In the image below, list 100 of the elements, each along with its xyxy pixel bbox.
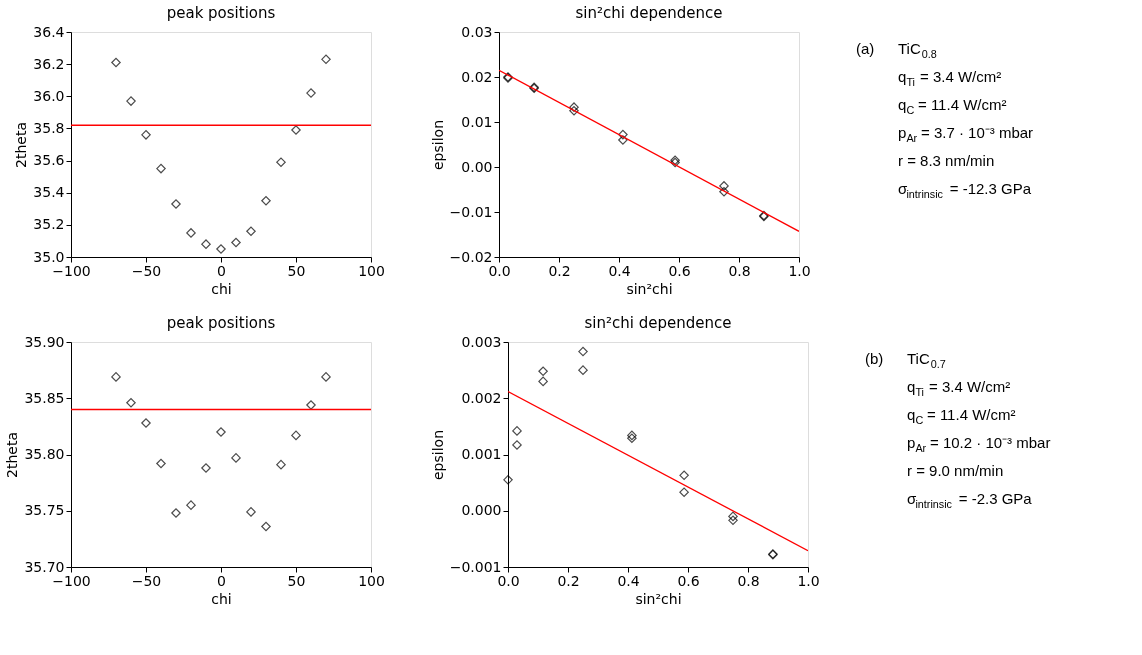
point [201,239,211,249]
x-tick-label: 0.4 [617,572,640,589]
chart-title: sin²chi dependence [584,314,732,332]
point [679,487,689,497]
y-tick-label: 35.6 [33,152,65,169]
point [512,440,522,450]
point [201,463,211,473]
y-tick-label: 36.0 [33,87,65,104]
y-tick-label: 0.01 [461,113,493,130]
y-tick-label: 0.000 [461,502,502,519]
point [141,418,151,428]
x-axis-title: sin²chi [626,280,673,297]
point [156,163,166,174]
y-tick-label: 36.2 [33,55,65,72]
y-tick-label: 35.75 [24,502,65,519]
x-axis-title: chi [211,590,232,607]
point [126,397,136,408]
point [186,500,196,510]
point [512,426,522,436]
point [186,228,196,238]
y-axis-title: epsilon [429,119,446,171]
y-tick-label: 0.003 [461,333,502,350]
x-tick-label: −50 [131,572,162,589]
x-tick-label: −100 [52,262,91,279]
y-tick-label: 0.001 [461,446,502,462]
x-tick-label: 1.0 [797,572,820,589]
point [538,366,548,377]
point [538,376,548,387]
x-tick-label: 100 [358,262,385,279]
x-axis-title: sin²chi [635,590,682,607]
point [321,54,331,65]
x-tick-label: 100 [358,572,385,589]
x-axis-title: chi [211,280,232,297]
point [246,507,256,517]
chart-title: sin²chi dependence [575,4,723,22]
point [291,430,301,441]
x-tick-label: 0.2 [548,262,571,279]
point [171,199,181,209]
point [216,244,226,254]
point [679,470,689,481]
point [569,102,579,112]
y-tick-label: −0.02 [449,248,493,265]
x-tick-label: 0.6 [677,572,700,589]
x-tick-label: −100 [52,572,91,589]
y-tick-label: −0.01 [449,203,493,220]
y-tick-label: 0.002 [461,389,502,406]
point [261,521,271,532]
point [231,237,241,248]
x-tick-label: 0.8 [737,572,760,589]
text: (a) [856,40,875,57]
point [569,105,579,116]
y-tick-label: −0.001 [449,558,502,575]
y-axis-title: 2theta [4,432,21,478]
y-tick-label: 35.2 [33,216,65,233]
x-tick-label: 0.0 [497,572,520,589]
point [728,511,738,522]
chart-title: peak positions [166,314,276,332]
text: r = 9.0 nm/min [907,462,1004,479]
point [216,427,226,437]
x-tick-label: 0.6 [668,262,691,279]
x-tick-label: 0.8 [728,262,751,279]
point [276,459,286,470]
x-tick-label: 0.0 [488,262,511,279]
y-tick-label: 0.03 [461,23,493,40]
point [231,453,241,463]
y-tick-label: 0.00 [461,158,493,175]
point [246,226,256,237]
point [306,88,316,98]
chart-title: peak positions [166,4,276,22]
y-tick-label: 35.8 [33,119,65,136]
y-tick-label: 35.4 [33,184,65,201]
x-tick-label: 0.2 [557,572,580,589]
x-tick-label: 50 [287,572,306,589]
x-tick-label: 0.4 [608,262,631,279]
point [306,400,316,410]
y-tick-label: 35.0 [33,248,65,265]
point [578,346,588,357]
y-axis-title: 2theta [13,122,30,168]
point [321,372,331,382]
x-tick-label: −50 [131,262,162,279]
x-tick-label: 0 [217,572,226,589]
point [141,130,151,140]
y-tick-label: 35.70 [24,558,65,575]
point [618,129,628,140]
point [503,475,513,485]
y-tick-label: 35.85 [24,389,65,406]
point [578,365,588,375]
y-tick-label: 0.02 [461,68,493,85]
y-axis-title: epsilon [429,429,446,481]
point [276,157,286,167]
point [719,181,729,191]
point [728,515,738,526]
point [171,508,181,518]
x-tick-label: 50 [287,262,306,279]
point [156,458,166,469]
text: (b) [865,350,884,367]
y-tick-label: 35.80 [24,446,65,462]
y-tick-label: 36.4 [33,23,65,40]
point [261,195,271,206]
text: r = 8.3 nm/min [898,152,995,169]
